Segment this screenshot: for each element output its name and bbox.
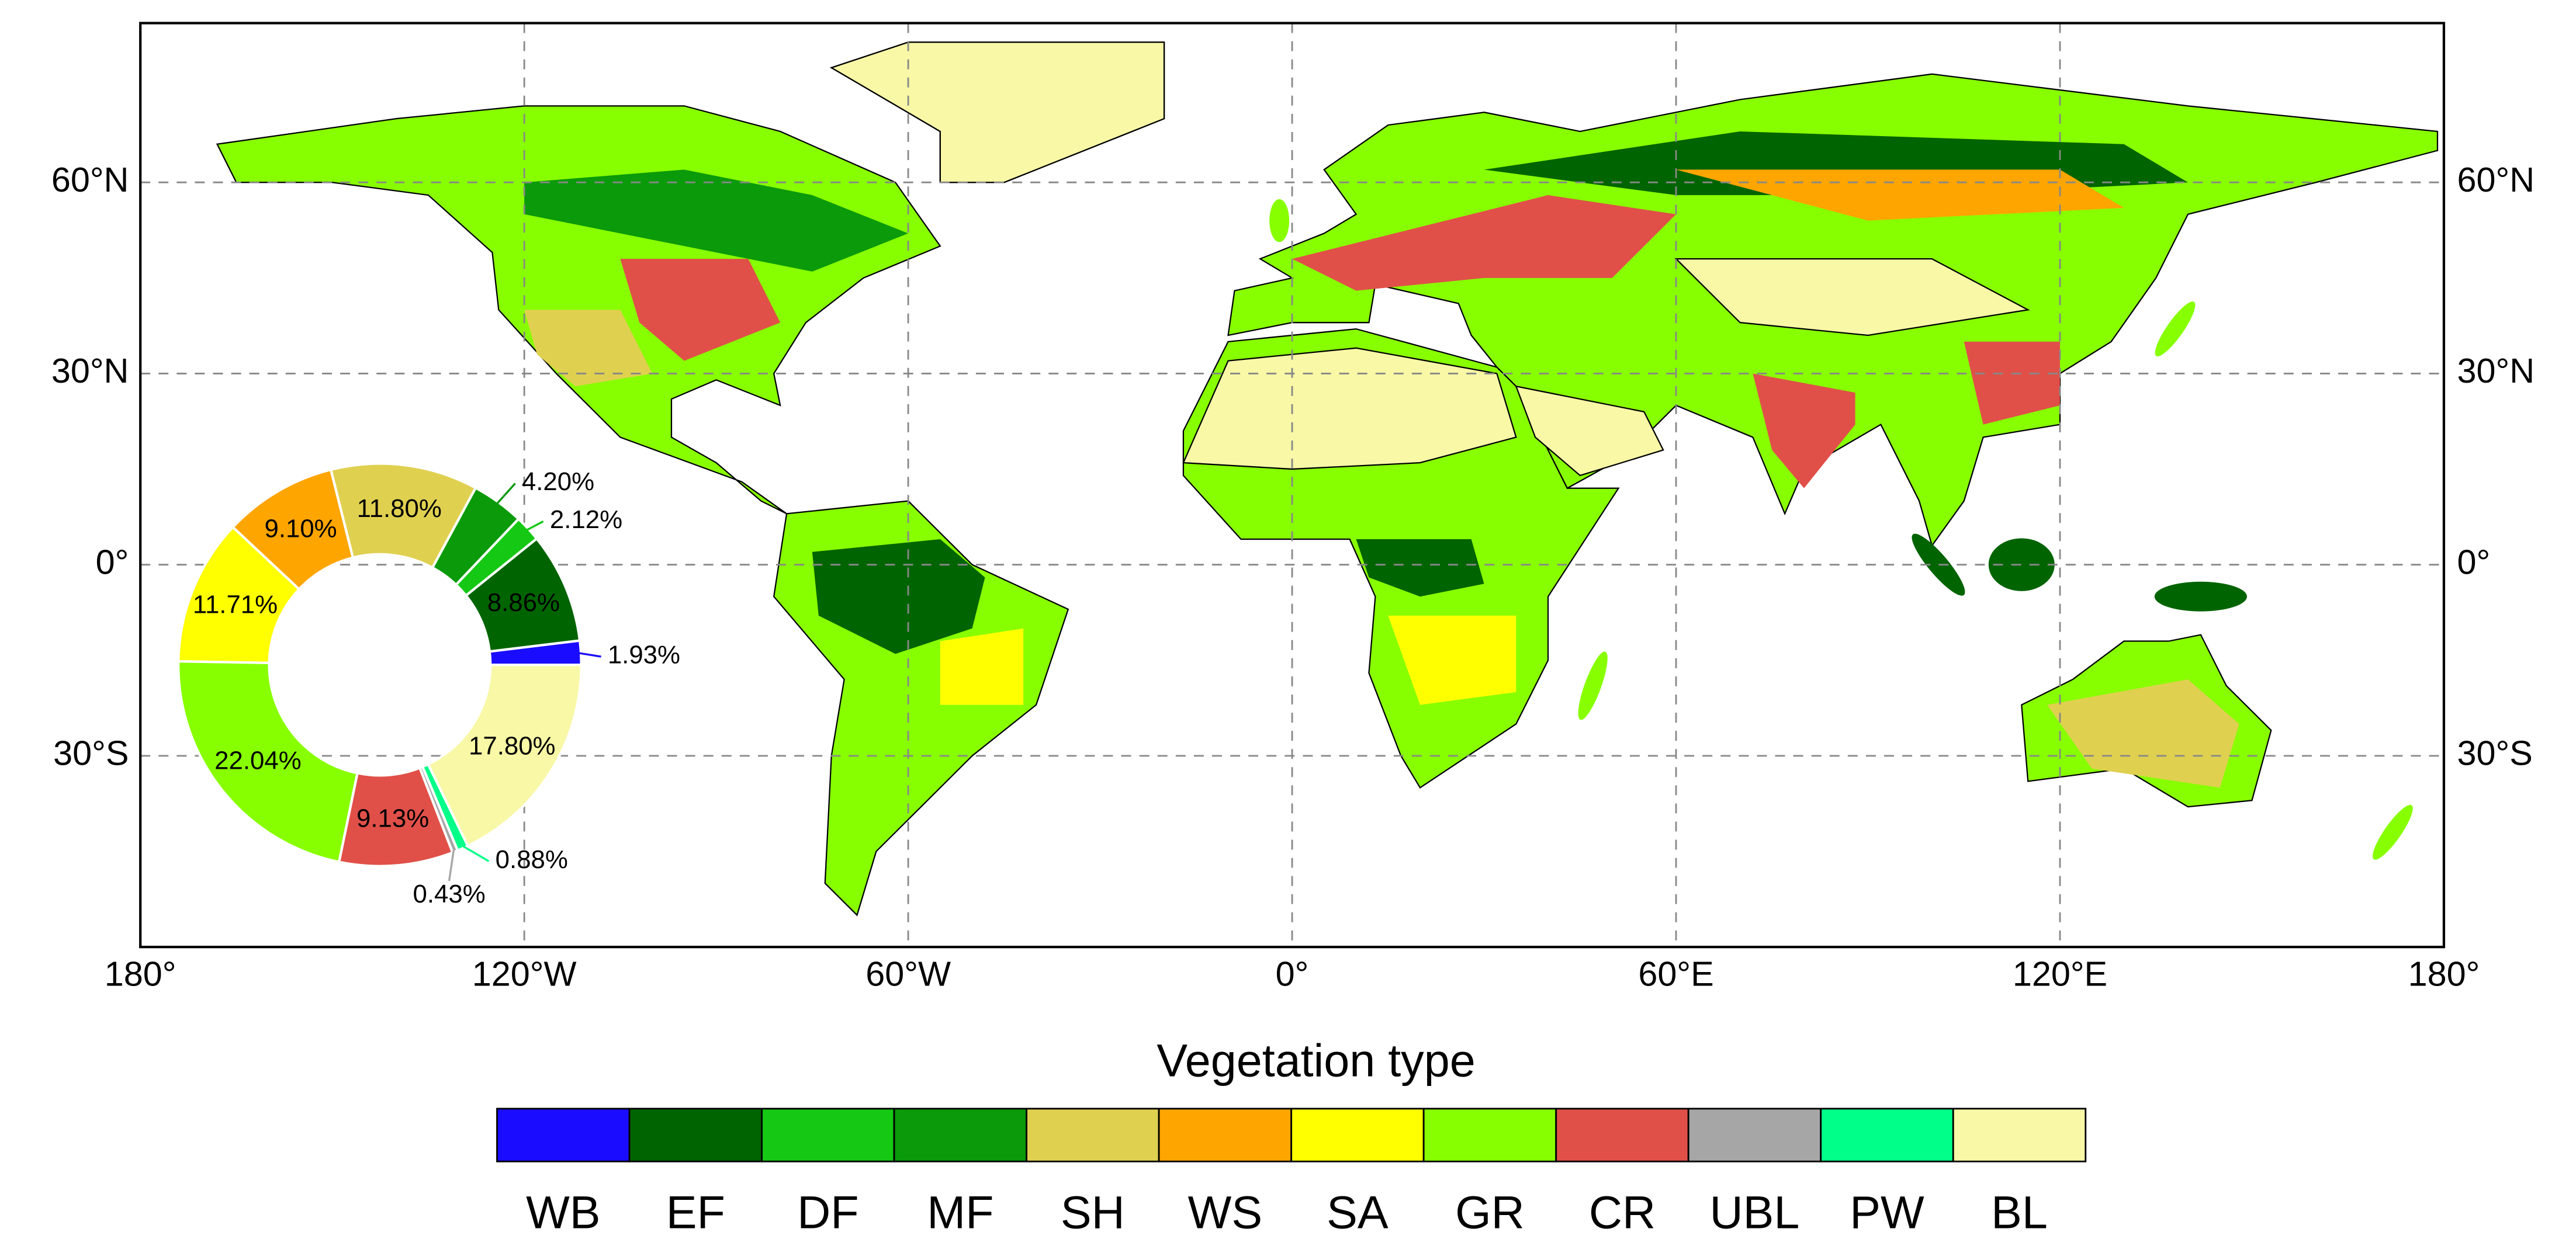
y-tick-label: 30°S [53,734,129,773]
slice-label: 0.88% [496,845,568,874]
y-tick-label: 30°N [51,351,129,390]
map-land [216,41,2439,917]
legend-swatch [1290,1108,1425,1162]
legend-swatch [1820,1108,1954,1162]
legend-swatch [761,1108,895,1162]
borneo [1988,538,2055,591]
new-guinea [2154,581,2247,612]
y-tick-label: 0° [96,542,129,581]
x-tick-label: 120°W [472,955,577,994]
legend-label: UBL [1710,1186,1800,1238]
y-tick-label-right: 0° [2457,542,2491,581]
donut-slice [426,664,583,848]
legend-swatch [1026,1108,1160,1162]
slice-label: 4.20% [522,467,594,496]
legend-swatch [496,1108,631,1162]
legend-label: BL [1991,1186,2048,1238]
y-tick-label: 60°N [51,160,129,199]
desert [1674,258,2030,336]
desert [1182,347,1517,470]
legend-swatch [1952,1108,2087,1162]
shrubland [2047,679,2239,788]
slice-label: 9.10% [264,515,337,543]
slice-label: 17.80% [469,731,555,760]
slice-label: 9.13% [356,804,429,833]
legend-label: SA [1327,1186,1389,1238]
boreal-forest [524,169,909,272]
desert [1515,385,1664,477]
legend-swatch [1158,1108,1293,1162]
legend: WB EF DF MF SH WS SA GR CR UBL PW BL [496,1108,2087,1238]
new-zealand [2372,804,2413,860]
legend-label: MF [927,1186,993,1238]
leader-line [448,848,455,881]
slice-label: 0.43% [413,880,486,908]
donut-chart: 1.93% 8.86% 2.12% 4.20% 11.80% 9.10% 11.71% 22.… [177,462,680,908]
evergreen-forest [812,539,985,654]
x-tick-label: 60°E [1638,955,1713,994]
slice-label: 8.86% [487,588,560,617]
legend-swatch [628,1108,763,1162]
cropland [1753,373,1855,488]
legend-label: PW [1850,1186,1924,1238]
greenland [829,41,1165,183]
land-mass [216,105,941,515]
cropland [620,259,781,361]
slice-label: 1.93% [608,641,680,669]
savanna [1388,615,1516,705]
x-tick-label: 120°E [2013,955,2107,994]
leader-line [461,844,490,862]
legend-title: Vegetation type [1157,1035,1475,1087]
y-tick-label-right: 30°N [2457,351,2535,390]
leader-line [525,520,544,532]
shrubland [524,310,653,387]
x-tick-label: 180° [2408,955,2480,994]
x-tick-label: 180° [105,955,176,994]
legend-label: SH [1061,1186,1125,1238]
legend-label: WB [526,1186,600,1238]
legend-label: GR [1455,1186,1525,1238]
sumatra [1912,533,1965,596]
legend-label: WS [1188,1186,1262,1238]
cropland [1964,341,2060,425]
donut-slice [177,660,359,864]
y-tick-label-right: 60°N [2457,160,2535,199]
legend-label: EF [666,1186,725,1238]
slice-label: 11.71% [193,590,278,619]
map-frame [139,22,2446,949]
slice-label: 22.04% [214,746,301,775]
legend-swatch [1687,1108,1822,1162]
legend-swatch [1555,1108,1689,1162]
japan [2155,301,2196,357]
madagascar [1578,651,1608,720]
legend-swatch [1422,1108,1557,1162]
leader-line [577,651,601,658]
legend-label: DF [797,1186,858,1238]
leader-line [495,483,516,505]
uk [1269,199,1290,242]
cropland [1292,195,1677,291]
legend-label: CR [1589,1186,1656,1238]
x-tick-label: 0° [1276,955,1309,994]
slice-label: 11.80% [357,494,442,523]
x-tick-label: 60°W [865,955,951,994]
slice-label: 2.12% [550,505,622,534]
evergreen-forest [1356,539,1484,597]
legend-swatch [893,1108,1028,1162]
y-tick-label-right: 30°S [2457,734,2533,773]
savanna [940,628,1024,705]
